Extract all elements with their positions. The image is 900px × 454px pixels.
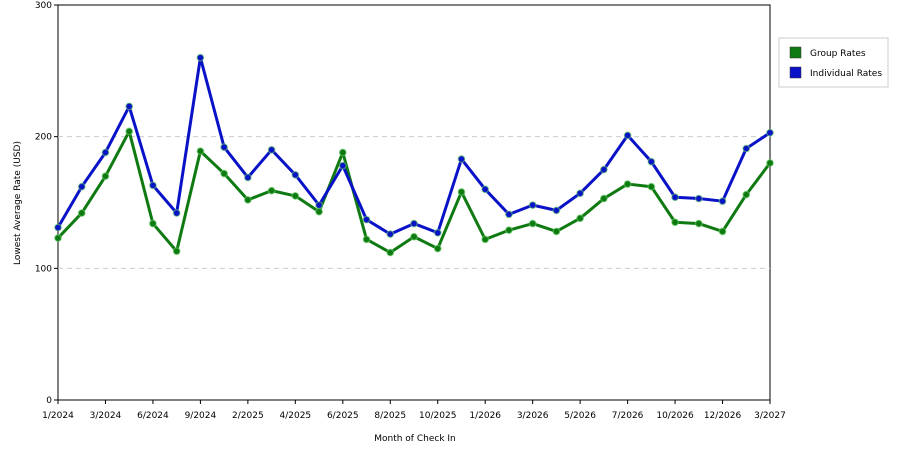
x-tick-label: 7/2026	[612, 411, 644, 421]
data-point	[149, 181, 157, 190]
data-point	[196, 53, 205, 62]
data-point	[220, 169, 229, 178]
data-point	[742, 144, 751, 153]
y-tick-label: 300	[35, 1, 52, 11]
series-line	[56, 56, 771, 236]
data-point	[481, 185, 490, 194]
data-point	[623, 131, 632, 140]
data-point	[315, 207, 323, 216]
y-tick-label: 0	[46, 396, 52, 406]
data-point	[694, 194, 703, 203]
x-tick-label: 4/2025	[279, 411, 311, 421]
data-point	[742, 190, 751, 199]
data-point	[576, 189, 585, 198]
data-point	[599, 194, 608, 203]
data-point	[505, 226, 513, 235]
x-tick-label: 1/2026	[469, 411, 501, 421]
x-tick-label: 6/2025	[327, 411, 359, 421]
y-axis-label: Lowest Average Rate (USD)	[13, 141, 23, 265]
x-tick-label: 1/2024	[42, 411, 74, 421]
data-point	[766, 128, 774, 137]
data-point	[623, 180, 632, 188]
x-tick-label: 6/2024	[137, 411, 169, 421]
data-point	[694, 219, 703, 228]
data-point	[338, 161, 347, 170]
x-tick-label: 10/2025	[419, 411, 456, 421]
data-point	[647, 182, 656, 191]
data-point	[433, 228, 442, 237]
data-point	[647, 157, 656, 166]
y-tick-label: 100	[35, 264, 52, 274]
data-point	[552, 227, 561, 236]
x-tick-label: 3/2026	[517, 411, 549, 421]
data-point	[552, 206, 561, 215]
data-point	[243, 195, 252, 204]
data-point	[718, 197, 727, 206]
data-point	[149, 219, 157, 228]
x-tick-label: 5/2026	[564, 411, 596, 421]
data-point	[457, 155, 466, 163]
data-point	[766, 159, 774, 167]
data-point	[528, 219, 537, 228]
data-point	[576, 214, 585, 223]
data-point	[362, 235, 371, 244]
y-tick-label: 200	[35, 133, 52, 143]
data-point	[362, 215, 371, 224]
data-point	[54, 223, 62, 232]
legend-label: Group Rates	[810, 49, 866, 59]
x-tick-label: 3/2027	[754, 411, 786, 421]
data-point	[267, 145, 276, 154]
data-point	[481, 235, 490, 244]
data-point	[101, 148, 110, 157]
data-point	[528, 201, 537, 210]
data-point	[386, 230, 395, 239]
data-point	[243, 173, 252, 182]
x-tick-label: 8/2025	[374, 411, 406, 421]
data-point	[172, 209, 181, 217]
legend	[778, 37, 889, 88]
data-point	[291, 170, 300, 179]
data-point	[671, 218, 679, 227]
data-point	[125, 127, 134, 136]
data-point	[101, 172, 110, 181]
data-point	[315, 201, 323, 210]
data-point	[54, 234, 62, 242]
data-point	[172, 247, 181, 256]
x-tick-label: 2/2025	[232, 411, 264, 421]
plot-frame	[57, 4, 771, 401]
legend-swatch	[789, 66, 802, 79]
data-point	[291, 192, 300, 200]
data-point	[433, 244, 442, 253]
data-point	[718, 227, 727, 236]
data-point	[267, 186, 276, 195]
legend-swatch	[789, 46, 802, 59]
data-point	[220, 143, 229, 152]
x-tick-label: 9/2024	[185, 411, 217, 421]
legend-label: Individual Rates	[810, 69, 882, 79]
data-point	[338, 148, 347, 157]
data-point	[671, 193, 679, 202]
data-point	[125, 102, 134, 111]
data-point	[77, 209, 86, 217]
x-axis-label: Month of Check In	[374, 434, 456, 444]
data-point	[410, 232, 418, 241]
data-point	[505, 210, 513, 219]
x-tick-label: 3/2024	[90, 411, 122, 421]
x-tick-label: 10/2026	[656, 411, 694, 421]
data-point	[77, 182, 86, 191]
data-point	[457, 188, 466, 196]
x-tick-label: 12/2026	[704, 411, 742, 421]
data-point	[386, 248, 395, 257]
data-point	[196, 147, 205, 156]
data-point	[599, 165, 608, 174]
data-point	[410, 219, 418, 228]
